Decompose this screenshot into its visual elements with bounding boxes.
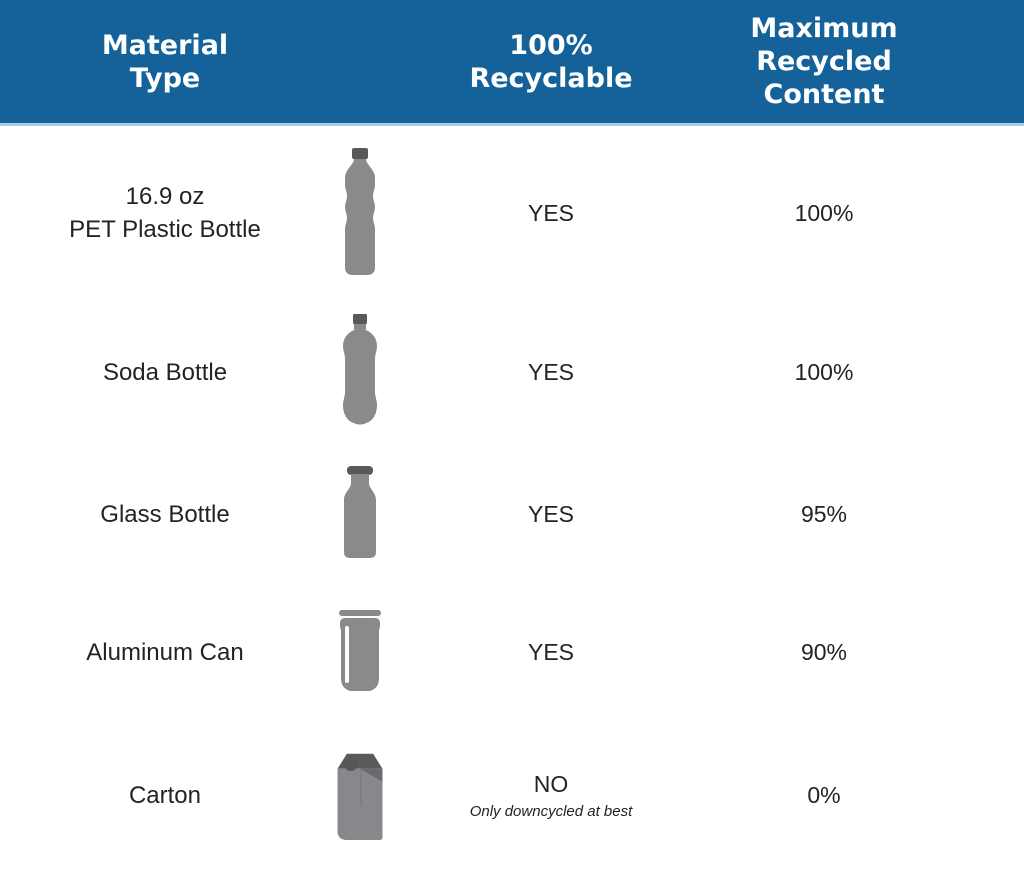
table-row-soda-bottle: Soda Bottle YES 100%: [0, 300, 1024, 445]
recyclable-value: YES: [527, 199, 575, 226]
recyclable-cell: NO Only downcycled at best: [390, 771, 712, 820]
recyclable-cell: YES: [390, 200, 712, 227]
glass-bottle-icon: [344, 466, 376, 558]
max-recycled-cell: 100%: [794, 359, 854, 385]
material-label: 16.9 oz PET Plastic Bottle: [0, 180, 330, 246]
header-recyclable-line1: 100%: [509, 29, 593, 61]
header-max-recycled-line2: Recycled Content: [756, 46, 892, 110]
table-row-carton: Carton NO Only downcycled at best 0%: [0, 721, 1024, 869]
material-icon-cell: [330, 313, 390, 432]
header-material-type-line1: Material: [101, 29, 229, 61]
recyclable-cell: YES: [390, 359, 712, 386]
header-max-recycled-content: Maximum Recycled Content: [712, 12, 1024, 111]
max-recycled-cell: 95%: [800, 500, 848, 527]
max-recycled-cell: 100%: [794, 199, 854, 226]
header-max-recycled-line1: Maximum: [750, 13, 898, 44]
material-label-line1: Glass Bottle: [100, 500, 230, 528]
recyclable-cell: YES: [390, 639, 712, 666]
max-recycled-cell: 0%: [807, 781, 841, 808]
material-label: Carton: [0, 779, 330, 812]
material-label: Soda Bottle: [0, 356, 330, 389]
max-recycled-cell: 90%: [800, 638, 848, 665]
recyclable-cell: YES: [390, 501, 712, 528]
recyclable-value: YES: [527, 500, 575, 527]
soda-bottle-icon: [343, 313, 377, 424]
header-material-type-line2: Type: [129, 62, 201, 94]
material-label: Aluminum Can: [0, 636, 330, 669]
material-icon-cell: [330, 610, 390, 694]
recyclable-value: YES: [527, 638, 575, 665]
header-material-type: Material Type: [0, 29, 330, 95]
recyclable-value: NO: [533, 770, 569, 797]
material-label: Glass Bottle: [0, 498, 330, 531]
table-row-pet-plastic-bottle: 16.9 oz PET Plastic Bottle YES 100%: [0, 126, 1024, 300]
material-label-line1: Aluminum Can: [86, 638, 244, 666]
pet-plastic-bottle-icon: [345, 148, 375, 275]
material-label-line1: Soda Bottle: [102, 359, 228, 386]
material-label-line1: 16.9 oz: [125, 183, 205, 210]
table-row-glass-bottle: Glass Bottle YES 95%: [0, 445, 1024, 583]
table-header: Material Type 100% Recyclable Maximum Re…: [0, 0, 1024, 126]
material-icon-cell: [330, 148, 390, 278]
material-label-line1: Carton: [128, 781, 202, 809]
aluminum-can-icon: [339, 610, 381, 691]
material-label-line2: PET Plastic Bottle: [69, 216, 261, 243]
carton-icon: [337, 753, 383, 840]
table-row-aluminum-can: Aluminum Can YES 90%: [0, 583, 1024, 721]
recyclable-note: Only downcycled at best: [469, 802, 633, 820]
header-recyclable-line2: Recyclable: [469, 62, 633, 94]
material-icon-cell: [330, 466, 390, 562]
material-icon-cell: [330, 745, 390, 845]
recyclable-value: YES: [527, 359, 575, 385]
header-recyclable: 100% Recyclable: [390, 29, 712, 95]
